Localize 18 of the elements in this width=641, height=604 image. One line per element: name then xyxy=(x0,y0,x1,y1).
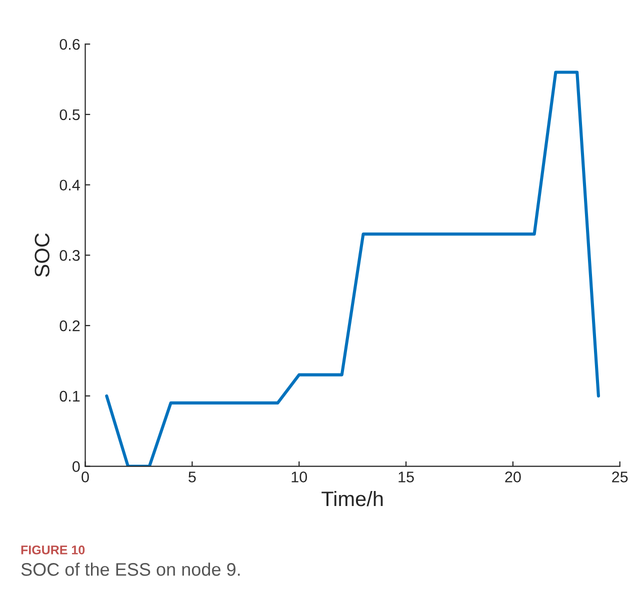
text: SOC of the ESS on node 9. xyxy=(21,562,240,576)
y-tick-label: 0 xyxy=(72,461,80,472)
y-tick-label: 0.6 xyxy=(60,38,80,50)
x-tick-label: 0 xyxy=(82,472,89,482)
y-tick-label: 0.5 xyxy=(60,109,80,120)
y-tick-label: 0.2 xyxy=(60,320,80,332)
x-tick-label: 5 xyxy=(188,472,196,482)
y-axis-title: SOC xyxy=(34,233,50,277)
x-tick-label: 25 xyxy=(612,472,628,482)
line-series xyxy=(105,70,600,466)
x-tick-label: 10 xyxy=(292,472,307,482)
x-axis-title: Time/h xyxy=(322,490,383,506)
y-tick-label: 0.4 xyxy=(60,180,80,191)
caption: FIGURE 10 xyxy=(21,546,85,554)
x-tick-label: 20 xyxy=(505,472,521,482)
x-tick-label: 15 xyxy=(398,472,414,482)
y-tick-label: 0.3 xyxy=(60,250,80,261)
y-tick-label: 0.1 xyxy=(60,390,80,402)
